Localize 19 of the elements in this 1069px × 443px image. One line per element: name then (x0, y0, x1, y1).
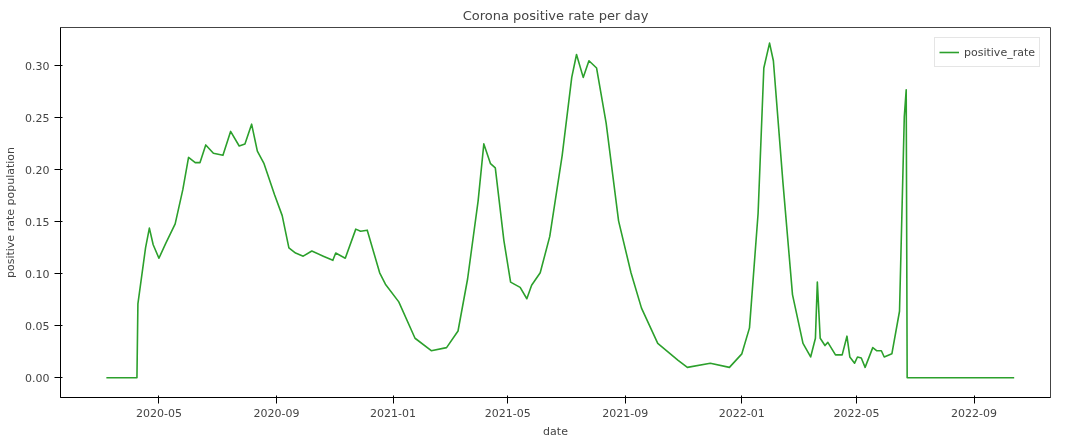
x-tick-label: 2022-09 (951, 406, 998, 420)
x-tick-label: 2021-05 (484, 406, 531, 420)
x-tick-label: 2022-05 (833, 406, 880, 420)
x-tick-label: 2021-09 (602, 406, 649, 420)
y-tick-label: 0.00 (25, 371, 50, 385)
y-tick-label: 0.20 (25, 163, 50, 177)
legend-label: positive_rate (964, 45, 1035, 59)
x-tick-label: 2021-01 (370, 406, 417, 420)
y-axis-title: positive rate population (4, 146, 18, 279)
y-tick-label: 0.25 (25, 111, 50, 125)
x-tick-label: 2020-09 (253, 406, 300, 420)
x-tick-label: 2022-01 (718, 406, 765, 420)
x-axis-title: date (543, 424, 569, 438)
y-tick-label: 0.05 (25, 319, 50, 333)
chart-title: Corona positive rate per day (462, 7, 649, 23)
y-tick-label: 0.15 (25, 215, 50, 229)
x-tick-label: 2020-05 (135, 406, 182, 420)
y-tick-label: 0.30 (25, 59, 50, 73)
y-tick-label: 0.10 (25, 267, 50, 281)
